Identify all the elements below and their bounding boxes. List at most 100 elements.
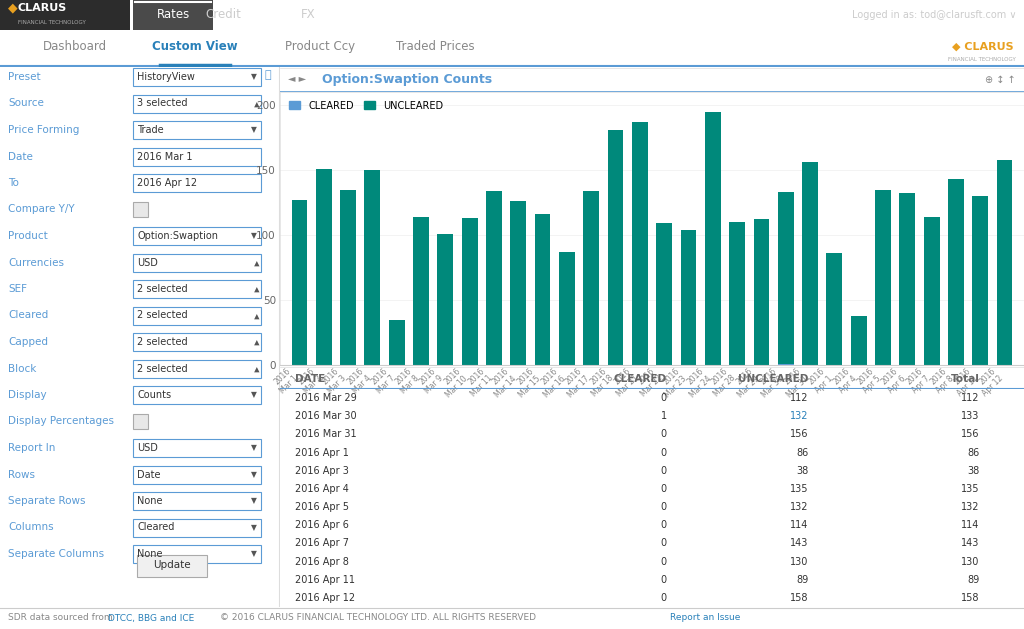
Bar [133, 0, 213, 30]
Text: HistoryView: HistoryView [137, 72, 195, 82]
Bar [996, 160, 1013, 365]
Bar [826, 253, 843, 365]
Bar [924, 217, 939, 365]
Text: 2 selected: 2 selected [137, 364, 187, 374]
Text: ▼: ▼ [251, 443, 257, 452]
Text: 2016 Apr 12: 2016 Apr 12 [137, 178, 198, 188]
Text: Display Percentages: Display Percentages [8, 416, 114, 426]
Text: CLEARED: CLEARED [613, 374, 667, 384]
Text: ▼: ▼ [251, 550, 257, 559]
Text: 114: 114 [961, 520, 979, 530]
Text: 0: 0 [660, 465, 667, 476]
Text: ◀: ◀ [253, 339, 259, 345]
Text: Report In: Report In [8, 443, 55, 453]
Text: 156: 156 [961, 430, 979, 440]
Bar [632, 122, 648, 365]
Text: Dashboard: Dashboard [43, 40, 108, 53]
Text: 2 selected: 2 selected [137, 311, 187, 321]
Bar [510, 201, 526, 365]
Text: 158: 158 [790, 593, 808, 603]
Text: FINANCIAL TECHNOLOGY: FINANCIAL TECHNOLOGY [948, 57, 1016, 62]
Text: Trade: Trade [137, 125, 164, 135]
Bar [315, 169, 332, 365]
Text: Columns: Columns [8, 523, 53, 533]
FancyBboxPatch shape [133, 545, 261, 563]
Bar [876, 189, 891, 365]
Text: DTCC, BBG and ICE: DTCC, BBG and ICE [108, 613, 195, 623]
Text: Custom View: Custom View [153, 40, 238, 53]
Bar [656, 223, 672, 365]
Text: 2016 Apr 7: 2016 Apr 7 [295, 538, 349, 548]
Bar [754, 220, 769, 365]
Text: 0: 0 [660, 484, 667, 494]
Text: ▼: ▼ [251, 470, 257, 479]
Text: © 2016 CLARUS FINANCIAL TECHNOLOGY LTD. ALL RIGHTS RESERVED: © 2016 CLARUS FINANCIAL TECHNOLOGY LTD. … [220, 613, 536, 623]
Text: Report an Issue: Report an Issue [670, 613, 740, 623]
Text: 130: 130 [790, 557, 808, 567]
FancyBboxPatch shape [132, 202, 147, 217]
FancyBboxPatch shape [133, 147, 261, 165]
Text: FINANCIAL TECHNOLOGY: FINANCIAL TECHNOLOGY [18, 20, 86, 25]
Text: ▼: ▼ [251, 391, 257, 399]
Text: Option:Swaption: Option:Swaption [137, 231, 218, 241]
Bar [535, 214, 551, 365]
Text: 2016 Apr 5: 2016 Apr 5 [295, 502, 349, 512]
Text: 2016 Apr 11: 2016 Apr 11 [295, 575, 355, 585]
Text: 133: 133 [961, 411, 979, 421]
Text: 0: 0 [660, 575, 667, 585]
FancyBboxPatch shape [133, 333, 261, 351]
Text: Credit: Credit [205, 9, 241, 21]
Text: Product: Product [8, 231, 48, 241]
FancyBboxPatch shape [133, 386, 261, 404]
Text: 132: 132 [790, 502, 808, 512]
Text: 156: 156 [790, 430, 808, 440]
Text: Option:Swaption Counts: Option:Swaption Counts [322, 73, 493, 86]
Text: 2016 Apr 3: 2016 Apr 3 [295, 465, 349, 476]
Text: Traded Prices: Traded Prices [395, 40, 474, 53]
Text: Currencies: Currencies [8, 257, 63, 267]
Text: 0: 0 [660, 448, 667, 457]
Bar [389, 320, 404, 365]
Text: 2016 Apr 4: 2016 Apr 4 [295, 484, 349, 494]
Text: USD: USD [137, 257, 158, 267]
Text: Date: Date [8, 152, 33, 162]
FancyBboxPatch shape [137, 555, 207, 577]
Text: 0: 0 [660, 502, 667, 512]
Text: 112: 112 [961, 393, 979, 403]
FancyBboxPatch shape [133, 439, 261, 457]
Text: 86: 86 [796, 448, 808, 457]
Text: Logged in as: tod@clarusft.com ∨: Logged in as: tod@clarusft.com ∨ [852, 10, 1016, 20]
Bar [948, 179, 964, 365]
FancyBboxPatch shape [133, 227, 261, 245]
Text: FX: FX [301, 9, 315, 21]
Bar [899, 193, 915, 365]
Text: Counts: Counts [137, 390, 171, 400]
Text: 2 selected: 2 selected [137, 284, 187, 294]
Bar [973, 196, 988, 365]
Bar [0, 0, 130, 30]
Text: Cleared: Cleared [137, 523, 174, 533]
Text: DATE: DATE [295, 374, 326, 384]
Text: ▼: ▼ [251, 496, 257, 506]
Text: 💾: 💾 [264, 70, 271, 80]
Text: ◀: ◀ [253, 313, 259, 318]
Text: ◀: ◀ [253, 366, 259, 371]
Text: SEF: SEF [8, 284, 27, 294]
Text: 2016 Apr 12: 2016 Apr 12 [295, 593, 355, 603]
Text: Cleared: Cleared [8, 311, 48, 321]
FancyBboxPatch shape [133, 174, 261, 192]
FancyBboxPatch shape [133, 253, 261, 272]
Text: 0: 0 [660, 557, 667, 567]
Text: Update: Update [154, 560, 190, 571]
Text: None: None [137, 549, 163, 559]
Text: ◀: ◀ [253, 286, 259, 292]
Text: 89: 89 [796, 575, 808, 585]
Text: 132: 132 [961, 502, 979, 512]
Text: Capped: Capped [8, 337, 48, 347]
Text: Rows: Rows [8, 469, 35, 479]
Text: 2 selected: 2 selected [137, 337, 187, 347]
Bar [778, 192, 794, 364]
Text: 114: 114 [790, 520, 808, 530]
Text: 38: 38 [796, 465, 808, 476]
Text: 132: 132 [790, 411, 808, 421]
